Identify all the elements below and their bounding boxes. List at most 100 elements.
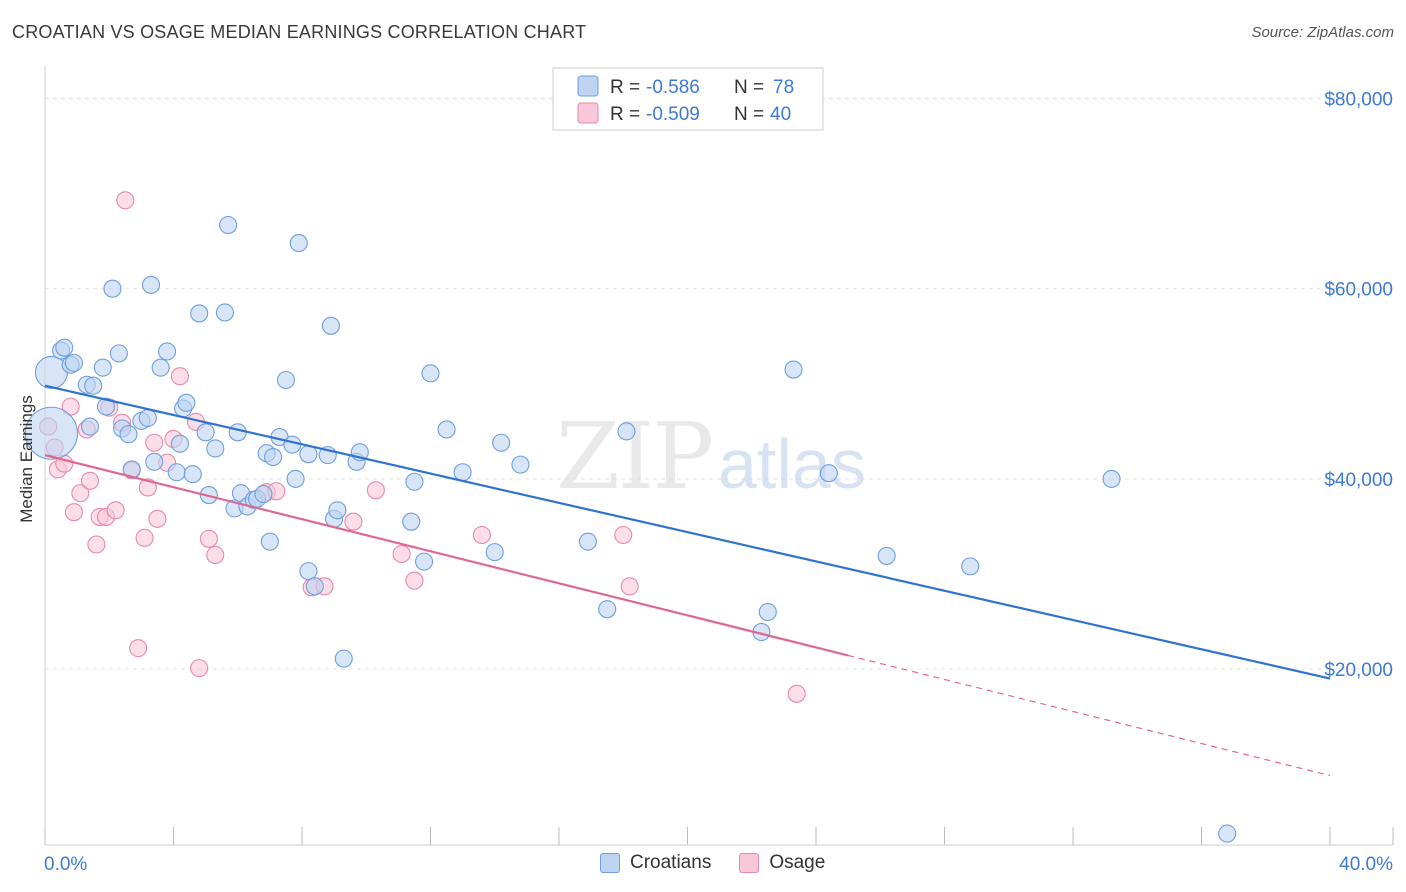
croatian-point — [151, 358, 170, 377]
osage-point — [392, 544, 411, 564]
osage-point — [405, 571, 424, 590]
croatian-point — [286, 469, 305, 488]
croatian-trend-line — [44, 384, 1331, 680]
croatian-point — [215, 303, 234, 322]
osage-point — [199, 529, 218, 548]
x-tick-label: 0.0% — [44, 854, 87, 875]
watermark-zip: ZIP — [556, 403, 712, 510]
croatian-point — [1102, 469, 1121, 488]
croatian-point — [305, 577, 324, 596]
osage-point — [116, 191, 135, 210]
croatian-point — [109, 344, 128, 363]
croatian-point — [437, 420, 456, 439]
croatian-point — [819, 464, 838, 483]
osage-point — [190, 659, 209, 678]
croatian-point — [167, 463, 186, 482]
series-legend: Croatians Osage — [600, 852, 853, 874]
croatian-point — [758, 602, 777, 622]
croatian-point — [84, 376, 103, 395]
croatian-point — [264, 447, 283, 467]
y-tick-label: $80,000 — [1324, 90, 1393, 111]
croatian-point — [961, 557, 980, 576]
osage-point — [71, 484, 90, 503]
y-tick-label: $40,000 — [1324, 470, 1393, 491]
croatian-point — [177, 393, 196, 412]
croatian-point — [402, 512, 421, 531]
legend-n-label-blue: N = — [734, 77, 764, 98]
osage-point — [145, 433, 164, 452]
croatian-point — [415, 552, 434, 571]
legend-label-croatians: Croatians — [630, 852, 712, 873]
croatian-point — [421, 364, 440, 383]
croatian-point — [598, 600, 617, 619]
osage-trend-line-extension — [847, 654, 1331, 777]
croatian-point — [55, 338, 74, 357]
croatian-point — [96, 397, 116, 416]
y-axis-label: Median Earnings — [17, 395, 36, 523]
legend-swatch-pink — [577, 102, 599, 124]
croatian-point — [80, 417, 100, 436]
legend-label-osage: Osage — [769, 852, 826, 873]
axes: $20,000 $40,000 $60,000 $80,000 0.0% 40.0% — [44, 66, 1394, 875]
croatian-point — [93, 358, 112, 377]
osage-point — [129, 639, 148, 658]
croatian-point — [511, 455, 530, 474]
croatian-point — [183, 465, 202, 484]
trend-lines — [44, 384, 1331, 777]
data-points — [24, 191, 1237, 843]
y-tick-label: $60,000 — [1324, 280, 1393, 301]
osage-point — [366, 481, 385, 500]
osage-point — [472, 525, 491, 545]
croatian-point — [119, 425, 138, 444]
croatian-point — [405, 472, 424, 491]
croatian-point — [260, 532, 279, 551]
legend-item-croatians[interactable]: Croatians — [600, 852, 711, 874]
x-tick-label: 40.0% — [1339, 854, 1393, 875]
watermark: ZIP atlas — [556, 403, 866, 510]
gridlines — [45, 98, 1393, 670]
croatian-point — [453, 463, 472, 482]
osage-point — [170, 367, 189, 386]
legend-n-label-pink: N = — [734, 104, 764, 125]
croatian-point — [1218, 824, 1237, 843]
croatian-point — [276, 370, 295, 390]
legend-item-osage[interactable]: Osage — [739, 852, 825, 874]
croatian-point — [299, 562, 318, 581]
croatian-point — [321, 316, 340, 335]
croatian-point — [334, 649, 353, 668]
croatian-point — [24, 406, 78, 460]
correlation-legend: R = -0.586 N = 78 R = -0.509 N = 40 — [552, 67, 824, 131]
osage-point — [614, 525, 633, 545]
osage-point — [344, 512, 363, 531]
croatian-point — [206, 439, 225, 458]
watermark-atlas: atlas — [718, 425, 866, 503]
croatian-point — [877, 546, 896, 565]
croatian-point — [190, 304, 209, 323]
croatian-point — [170, 434, 189, 453]
croatian-point — [289, 234, 308, 253]
osage-point — [138, 478, 157, 497]
croatian-point — [103, 279, 122, 298]
osage-point — [620, 577, 639, 596]
legend-r-label-blue: R = — [610, 77, 640, 98]
legend-r-label-pink: R = — [610, 104, 640, 125]
croatian-point — [784, 360, 803, 379]
croatian-point — [138, 408, 157, 428]
legend-r-value-blue: -0.586 — [646, 77, 700, 98]
osage-point — [64, 503, 83, 522]
croatian-point — [196, 423, 215, 442]
osage-trend-line — [44, 454, 849, 657]
osage-point — [87, 535, 106, 554]
croatian-point — [283, 435, 302, 454]
legend-swatch-croatians — [600, 853, 620, 873]
legend-n-value-blue: 78 — [773, 77, 794, 98]
legend-swatch-osage — [739, 853, 760, 873]
source-label: Source: ZipAtlas.com — [1251, 24, 1394, 41]
croatian-point — [158, 342, 177, 361]
croatian-point — [328, 501, 347, 520]
chart-title: CROATIAN VS OSAGE MEDIAN EARNINGS CORREL… — [12, 22, 587, 42]
croatian-point — [141, 275, 161, 294]
croatian-point — [228, 423, 247, 442]
croatian-point — [492, 433, 511, 452]
